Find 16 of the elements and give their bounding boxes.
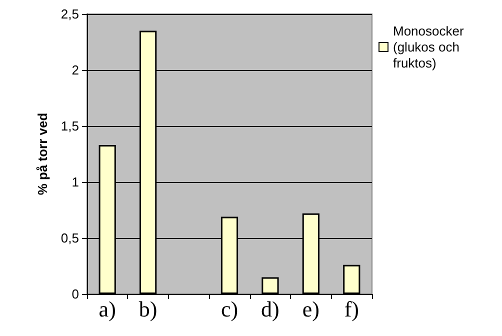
y-axis-title: % på torr ved xyxy=(35,112,50,196)
x-tick-label: b) xyxy=(138,296,158,322)
bar xyxy=(262,277,279,294)
legend-label: Monosocker (glukos och fruktos) xyxy=(393,24,468,70)
x-tick-label: d) xyxy=(261,296,280,322)
x-tick-label: e) xyxy=(302,296,320,322)
y-tick-label: 1 xyxy=(72,174,79,190)
x-tick-label: c) xyxy=(220,296,238,322)
y-tick-label: 0,5 xyxy=(60,230,79,246)
y-tick-label: 1,5 xyxy=(60,118,79,134)
y-tick-label: 0 xyxy=(72,286,79,302)
y-tick-label: 2 xyxy=(72,62,79,78)
x-tick-label: f) xyxy=(344,296,359,322)
y-tick-label: 2,5 xyxy=(60,6,79,22)
x-tick-label: a) xyxy=(98,296,116,322)
bar xyxy=(343,264,360,294)
